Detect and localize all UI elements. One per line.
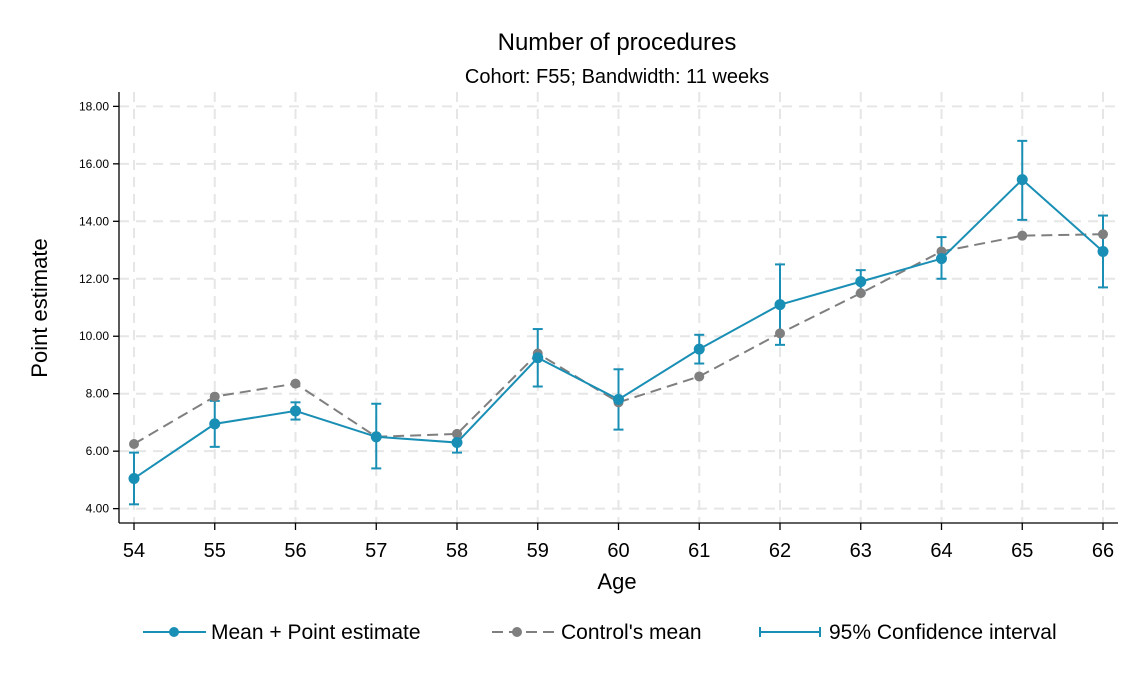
x-tick-label: 64 bbox=[930, 540, 952, 562]
series bbox=[128, 174, 1109, 484]
x-tick-label: 60 bbox=[607, 540, 629, 562]
data-point-mean bbox=[774, 299, 786, 311]
data-point-mean bbox=[1016, 174, 1028, 186]
legend-item-control: Control's mean bbox=[492, 621, 702, 644]
chart-title: Number of procedures bbox=[498, 29, 737, 56]
x-ticks: 54 55 56 57 58 59 60 61 62 63 64 65 66 bbox=[123, 523, 1114, 562]
x-tick-label: 66 bbox=[1092, 540, 1114, 562]
x-axis-label: Age bbox=[597, 569, 636, 594]
x-tick-label: 57 bbox=[365, 540, 387, 562]
data-point-mean bbox=[613, 393, 624, 405]
x-tick-label: 54 bbox=[123, 540, 145, 562]
data-point-control bbox=[1098, 229, 1108, 240]
y-tick-label: 10.00 bbox=[79, 329, 109, 343]
chart-subtitle: Cohort: F55; Bandwidth: 11 weeks bbox=[465, 66, 769, 88]
data-point-mean bbox=[693, 343, 705, 355]
x-tick-label: 65 bbox=[1011, 540, 1033, 562]
y-tick-label: 18.00 bbox=[79, 99, 109, 113]
x-tick-label: 55 bbox=[204, 540, 226, 562]
y-tick-label: 4.00 bbox=[86, 502, 110, 516]
y-tick-label: 16.00 bbox=[79, 157, 109, 171]
data-point-mean bbox=[1097, 245, 1109, 257]
data-point-mean bbox=[370, 431, 382, 443]
x-tick-label: 63 bbox=[850, 540, 872, 562]
legend-swatch-control-dot bbox=[512, 627, 522, 637]
legend-label-control: Control's mean bbox=[561, 621, 702, 644]
data-point-control bbox=[129, 438, 139, 449]
data-point-control bbox=[855, 288, 866, 299]
legend-item-ci: 95% Confidence interval bbox=[759, 621, 1057, 644]
legend: Mean + Point estimate Control's mean 95%… bbox=[143, 621, 1057, 644]
data-point-control bbox=[775, 328, 785, 339]
y-tick-label: 14.00 bbox=[79, 214, 109, 228]
x-tick-label: 62 bbox=[769, 540, 791, 562]
legend-item-mean: Mean + Point estimate bbox=[143, 621, 421, 644]
y-tick-label: 8.00 bbox=[86, 387, 110, 401]
data-point-mean bbox=[128, 472, 140, 484]
y-tick-label: 12.00 bbox=[79, 272, 109, 286]
y-ticks: 4.00 6.00 8.00 10.00 12.00 14.00 16.00 18.00 bbox=[79, 99, 119, 516]
legend-label-mean: Mean + Point estimate bbox=[211, 621, 421, 644]
data-point-control bbox=[452, 428, 462, 439]
legend-label-ci: 95% Confidence interval bbox=[829, 621, 1057, 644]
x-tick-label: 61 bbox=[688, 540, 710, 562]
x-tick-label: 59 bbox=[527, 540, 549, 562]
y-tick-label: 6.00 bbox=[86, 444, 110, 458]
data-point-mean bbox=[451, 437, 463, 449]
data-point-control bbox=[1017, 230, 1028, 241]
data-point-control bbox=[290, 378, 301, 389]
y-axis-label: Point estimate bbox=[27, 238, 52, 377]
data-point-control bbox=[694, 371, 705, 382]
data-point-mean bbox=[209, 418, 221, 430]
data-point-mean bbox=[936, 253, 947, 265]
data-point-mean bbox=[532, 352, 544, 364]
grid bbox=[119, 92, 1118, 523]
data-point-mean bbox=[855, 276, 867, 288]
legend-swatch-mean-dot bbox=[169, 627, 179, 637]
data-point-mean bbox=[290, 405, 301, 417]
x-tick-label: 58 bbox=[446, 540, 468, 562]
data-point-control bbox=[209, 391, 220, 402]
x-tick-label: 56 bbox=[284, 540, 306, 562]
